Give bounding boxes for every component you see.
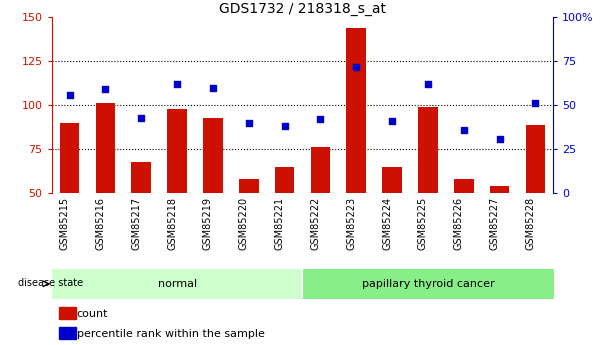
Text: GSM85222: GSM85222 — [311, 197, 320, 250]
Text: GSM85224: GSM85224 — [382, 197, 392, 250]
Bar — [131, 161, 151, 193]
Point — [280, 124, 289, 129]
Text: normal: normal — [157, 279, 196, 289]
Point — [316, 117, 325, 122]
Text: GSM85215: GSM85215 — [60, 197, 69, 250]
Bar — [347, 28, 366, 193]
Point — [136, 115, 146, 120]
Bar — [239, 179, 258, 193]
Point — [244, 120, 254, 126]
Point — [351, 64, 361, 69]
Bar — [382, 167, 402, 193]
Point — [172, 81, 182, 87]
Point — [531, 101, 541, 106]
Point — [208, 85, 218, 90]
Text: GSM85227: GSM85227 — [489, 197, 500, 250]
Bar — [275, 167, 294, 193]
Bar — [418, 107, 438, 193]
Bar — [60, 123, 80, 193]
Text: GSM85221: GSM85221 — [275, 197, 285, 250]
Bar — [59, 307, 76, 319]
Bar — [95, 104, 116, 193]
Bar — [311, 147, 330, 193]
Bar — [59, 327, 76, 339]
Text: GSM85228: GSM85228 — [525, 197, 536, 250]
Point — [387, 118, 397, 124]
Bar — [203, 118, 223, 193]
Text: disease state: disease state — [18, 278, 83, 288]
Bar — [167, 109, 187, 193]
Text: GSM85218: GSM85218 — [167, 197, 177, 250]
Point — [100, 87, 110, 92]
Bar — [454, 179, 474, 193]
Point — [423, 81, 433, 87]
Text: GSM85217: GSM85217 — [131, 197, 141, 250]
Text: count: count — [77, 309, 108, 319]
Text: GSM85219: GSM85219 — [203, 197, 213, 250]
Text: GSM85223: GSM85223 — [346, 197, 356, 250]
Point — [495, 136, 505, 141]
Text: papillary thyroid cancer: papillary thyroid cancer — [362, 279, 494, 289]
Title: GDS1732 / 218318_s_at: GDS1732 / 218318_s_at — [219, 2, 386, 16]
Bar — [525, 125, 545, 193]
Text: percentile rank within the sample: percentile rank within the sample — [77, 329, 264, 339]
Point — [459, 127, 469, 132]
Bar — [489, 186, 510, 193]
Text: GSM85226: GSM85226 — [454, 197, 464, 250]
Text: GSM85225: GSM85225 — [418, 197, 428, 250]
Point — [64, 92, 74, 97]
Text: GSM85220: GSM85220 — [239, 197, 249, 250]
Text: GSM85216: GSM85216 — [95, 197, 105, 250]
